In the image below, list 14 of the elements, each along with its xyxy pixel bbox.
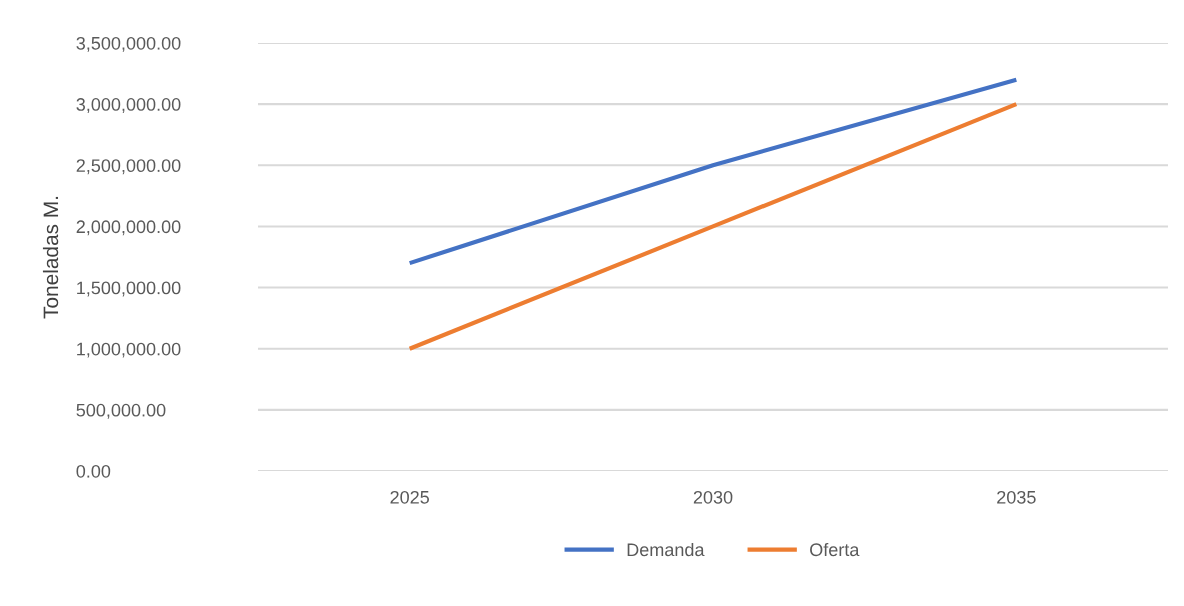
x-tick-label: 2025 [390,490,429,504]
y-tick-label: 1,500,000.00 [77,281,181,297]
y-tick-label: 3,000,000.00 [76,98,181,113]
legend-label: Oferta [810,542,860,557]
y-axis-title: Toneladas M. [42,196,59,319]
legend-label: Demanda [627,542,705,557]
y-tick-label: 2,500,000.00 [76,159,181,175]
y-tick-label: 500,000.00 [76,403,166,419]
y-tick-label: 1,000,000.00 [77,342,181,358]
y-tick-label: 3,500,000.00 [76,36,181,52]
y-tick-label: 2,000,000.00 [76,220,181,236]
x-tick-label: 2035 [997,490,1036,504]
y-tick-label: 0.00 [76,464,111,478]
x-tick-label: 2030 [693,490,733,504]
